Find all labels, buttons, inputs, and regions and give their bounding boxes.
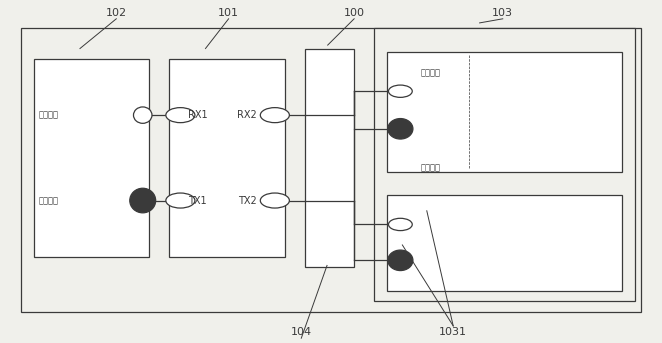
Bar: [305, 48, 354, 267]
Text: 接收端口: 接收端口: [39, 196, 59, 205]
Text: 103: 103: [493, 8, 513, 17]
Text: 发送端口: 发送端口: [420, 164, 440, 173]
Text: RX2: RX2: [237, 110, 257, 120]
Text: RX1: RX1: [187, 110, 207, 120]
Bar: [374, 28, 635, 301]
Ellipse shape: [130, 188, 156, 213]
Ellipse shape: [388, 250, 413, 271]
Text: 104: 104: [291, 327, 312, 337]
Circle shape: [260, 193, 289, 208]
Bar: [387, 52, 622, 172]
Ellipse shape: [388, 119, 413, 139]
Circle shape: [260, 108, 289, 123]
Bar: [387, 196, 622, 291]
Text: TX1: TX1: [187, 196, 207, 205]
Bar: [169, 59, 285, 257]
Text: 102: 102: [106, 8, 127, 17]
Circle shape: [166, 108, 195, 123]
Circle shape: [166, 193, 195, 208]
Bar: [21, 28, 641, 311]
Text: 1031: 1031: [439, 327, 467, 337]
Ellipse shape: [134, 107, 152, 123]
Text: 100: 100: [344, 8, 365, 17]
Text: 101: 101: [218, 8, 239, 17]
Bar: [34, 59, 150, 257]
Text: TX2: TX2: [238, 196, 257, 205]
Circle shape: [389, 218, 412, 230]
Text: 接收端口: 接收端口: [420, 68, 440, 77]
Circle shape: [389, 85, 412, 97]
Text: 发送端口: 发送端口: [39, 111, 59, 120]
